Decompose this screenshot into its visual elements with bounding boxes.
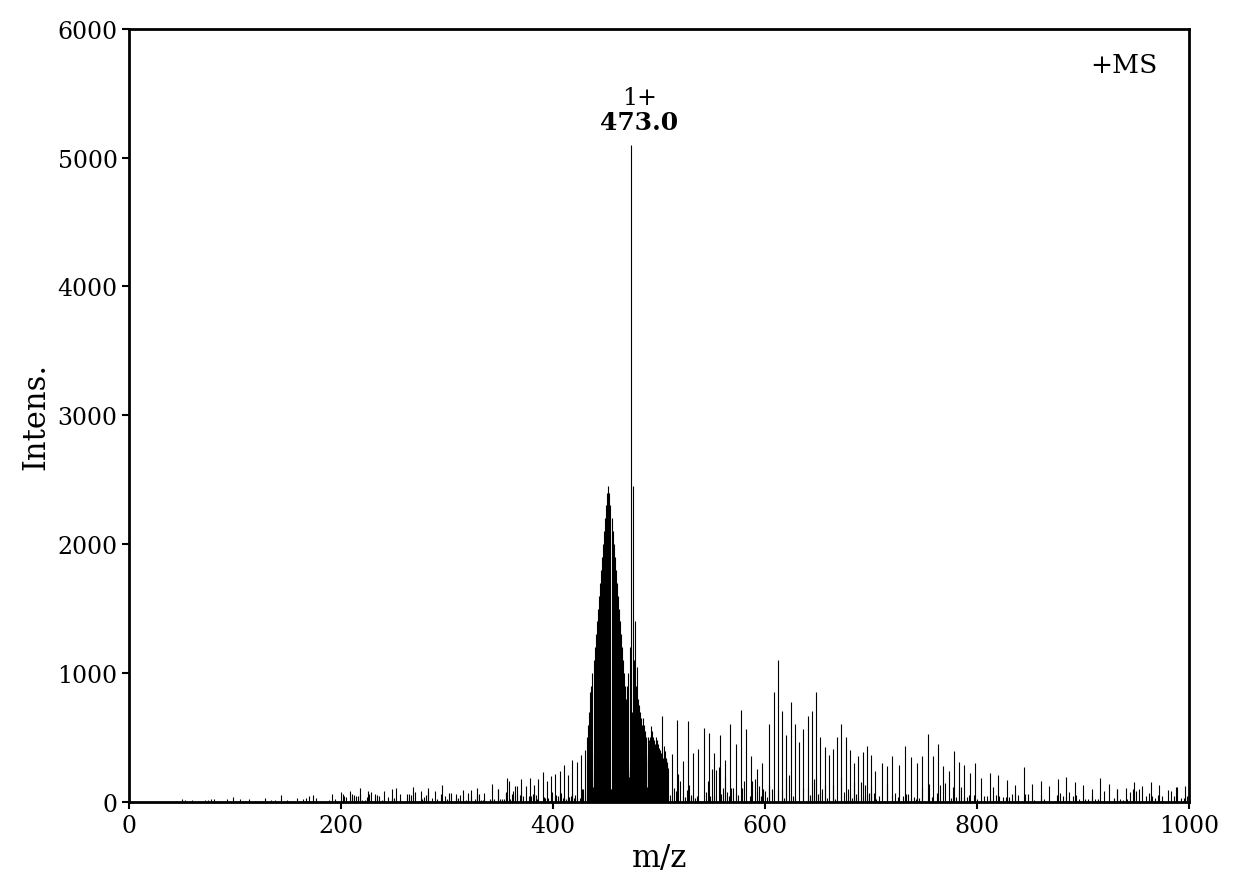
Text: 473.0: 473.0 bbox=[600, 112, 678, 135]
Text: +MS: +MS bbox=[1090, 53, 1157, 78]
Text: 1+: 1+ bbox=[621, 87, 656, 110]
X-axis label: m/z: m/z bbox=[631, 842, 687, 873]
Y-axis label: Intens.: Intens. bbox=[21, 362, 52, 469]
